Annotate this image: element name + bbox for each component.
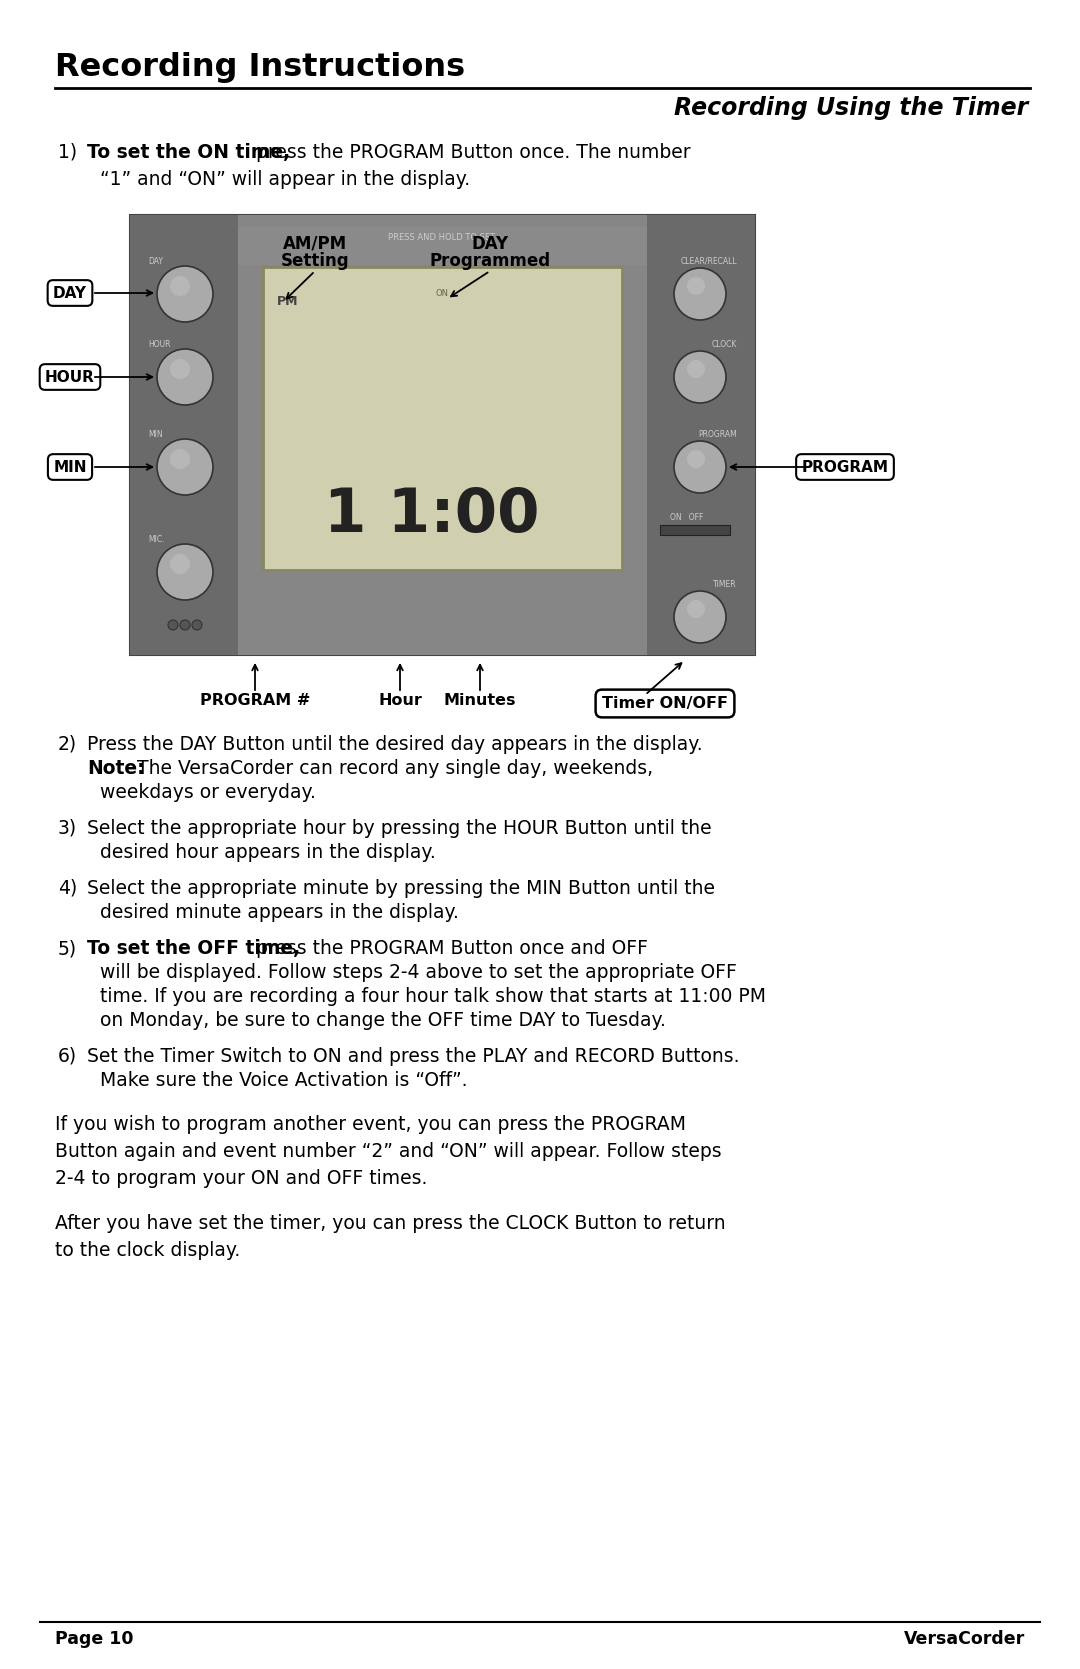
Circle shape <box>170 449 190 469</box>
Text: 3): 3) <box>58 819 77 838</box>
Text: Hour: Hour <box>378 693 422 708</box>
Text: Button again and event number “2” and “ON” will appear. Follow steps: Button again and event number “2” and “O… <box>55 1142 721 1162</box>
Text: PROGRAM: PROGRAM <box>699 431 737 439</box>
Text: Select the appropriate hour by pressing the HOUR Button until the: Select the appropriate hour by pressing … <box>87 819 712 838</box>
Text: CLEAR/RECALL: CLEAR/RECALL <box>680 257 737 265</box>
Text: to the clock display.: to the clock display. <box>55 1242 240 1260</box>
Bar <box>647 215 755 654</box>
Text: desired minute appears in the display.: desired minute appears in the display. <box>100 903 459 921</box>
Circle shape <box>157 265 213 322</box>
Text: Recording Instructions: Recording Instructions <box>55 52 465 83</box>
Circle shape <box>674 350 726 402</box>
Circle shape <box>170 275 190 295</box>
Text: Page 10: Page 10 <box>55 1631 134 1647</box>
Circle shape <box>674 591 726 643</box>
Text: The VersaCorder can record any single day, weekends,: The VersaCorder can record any single da… <box>131 759 653 778</box>
Text: AM/PM: AM/PM <box>283 235 347 254</box>
Text: After you have set the timer, you can press the CLOCK Button to return: After you have set the timer, you can pr… <box>55 1213 726 1233</box>
Text: will be displayed. Follow steps 2-4 above to set the appropriate OFF: will be displayed. Follow steps 2-4 abov… <box>100 963 737 981</box>
Circle shape <box>180 619 190 629</box>
Circle shape <box>157 439 213 496</box>
Bar <box>660 526 730 536</box>
Circle shape <box>674 269 726 320</box>
Text: PROGRAM: PROGRAM <box>801 459 889 474</box>
Text: MIN: MIN <box>53 459 86 474</box>
Circle shape <box>687 599 705 618</box>
Text: 2-4 to program your ON and OFF times.: 2-4 to program your ON and OFF times. <box>55 1168 428 1188</box>
Text: Programmed: Programmed <box>430 252 551 270</box>
Text: Set the Timer Switch to ON and press the PLAY and RECORD Buttons.: Set the Timer Switch to ON and press the… <box>87 1046 740 1066</box>
Text: To set the ON time,: To set the ON time, <box>87 144 291 162</box>
Text: Press the DAY Button until the desired day appears in the display.: Press the DAY Button until the desired d… <box>87 734 703 754</box>
Text: 6): 6) <box>58 1046 77 1066</box>
Text: Timer ON/OFF: Timer ON/OFF <box>602 696 728 711</box>
Text: HOUR: HOUR <box>148 340 171 349</box>
Text: Recording Using the Timer: Recording Using the Timer <box>674 97 1028 120</box>
Text: PROGRAM #: PROGRAM # <box>200 693 310 708</box>
Circle shape <box>674 441 726 492</box>
Circle shape <box>157 544 213 599</box>
Text: VersaCorder: VersaCorder <box>904 1631 1025 1647</box>
Text: on Monday, be sure to change the OFF time DAY to Tuesday.: on Monday, be sure to change the OFF tim… <box>100 1011 666 1030</box>
Circle shape <box>170 554 190 574</box>
Text: DAY: DAY <box>53 285 87 300</box>
Text: 4): 4) <box>58 880 78 898</box>
Text: 1): 1) <box>58 144 77 162</box>
Circle shape <box>170 359 190 379</box>
Text: press the PROGRAM Button once. The number: press the PROGRAM Button once. The numbe… <box>249 144 690 162</box>
Text: “1” and “ON” will appear in the display.: “1” and “ON” will appear in the display. <box>100 170 470 189</box>
Text: CLOCK: CLOCK <box>712 340 737 349</box>
Circle shape <box>687 451 705 467</box>
Circle shape <box>168 619 178 629</box>
Text: ON: ON <box>435 289 448 299</box>
Text: MIN: MIN <box>148 431 163 439</box>
Text: weekdays or everyday.: weekdays or everyday. <box>100 783 315 803</box>
Text: Select the appropriate minute by pressing the MIN Button until the: Select the appropriate minute by pressin… <box>87 880 715 898</box>
Circle shape <box>687 277 705 295</box>
Circle shape <box>157 349 213 406</box>
Bar <box>130 215 755 654</box>
Text: Note:: Note: <box>87 759 145 778</box>
Bar <box>238 215 647 654</box>
Bar <box>130 215 238 654</box>
Text: 5): 5) <box>58 940 77 958</box>
Text: PM: PM <box>276 295 298 309</box>
Bar <box>238 227 647 265</box>
Text: PRESS AND HOLD TO SET: PRESS AND HOLD TO SET <box>389 234 496 242</box>
Bar <box>264 267 622 571</box>
Text: 1 1:00: 1 1:00 <box>324 486 540 546</box>
Text: Minutes: Minutes <box>444 693 516 708</box>
Text: Make sure the Voice Activation is “Off”.: Make sure the Voice Activation is “Off”. <box>100 1071 468 1090</box>
Text: time. If you are recording a four hour talk show that starts at 11:00 PM: time. If you are recording a four hour t… <box>100 986 766 1006</box>
Circle shape <box>687 361 705 377</box>
Text: 2): 2) <box>58 734 77 754</box>
Text: HOUR: HOUR <box>45 369 95 384</box>
Text: MIC.: MIC. <box>148 536 164 544</box>
Text: ON   OFF: ON OFF <box>670 512 703 522</box>
Text: Setting: Setting <box>281 252 349 270</box>
Text: To set the OFF time,: To set the OFF time, <box>87 940 300 958</box>
Text: desired hour appears in the display.: desired hour appears in the display. <box>100 843 435 861</box>
Text: press the PROGRAM Button once and OFF: press the PROGRAM Button once and OFF <box>249 940 648 958</box>
Text: TIMER: TIMER <box>714 581 737 589</box>
Circle shape <box>192 619 202 629</box>
Text: DAY: DAY <box>148 257 163 265</box>
Text: If you wish to program another event, you can press the PROGRAM: If you wish to program another event, yo… <box>55 1115 686 1133</box>
Text: DAY: DAY <box>472 235 509 254</box>
